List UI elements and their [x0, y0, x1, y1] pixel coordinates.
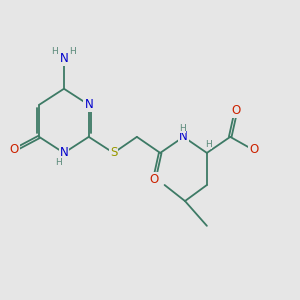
Text: H: H — [55, 158, 62, 167]
Text: O: O — [231, 104, 241, 117]
Text: O: O — [249, 143, 258, 157]
Text: N: N — [84, 98, 93, 111]
Text: O: O — [10, 143, 19, 157]
Text: O: O — [150, 173, 159, 186]
Text: H: H — [179, 124, 185, 133]
Text: N: N — [60, 52, 68, 64]
Text: H: H — [205, 140, 212, 149]
Text: H: H — [51, 47, 58, 56]
Text: H: H — [69, 47, 76, 56]
Text: N: N — [60, 146, 68, 159]
Text: N: N — [179, 130, 188, 143]
Text: S: S — [110, 146, 117, 159]
